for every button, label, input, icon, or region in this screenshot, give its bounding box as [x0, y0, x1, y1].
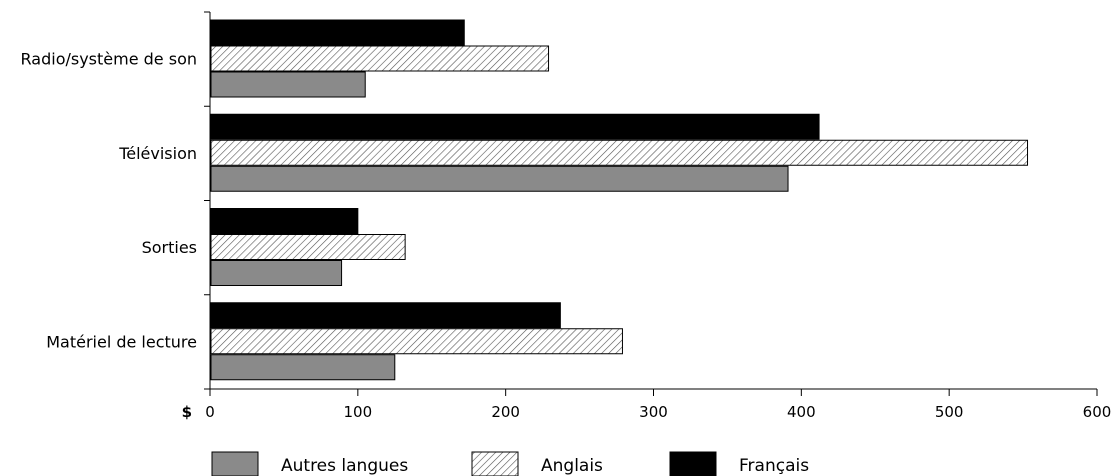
bar-autres-langues: [210, 71, 366, 98]
bar-anglais: [210, 234, 406, 260]
legend-label: Autres langues: [281, 456, 408, 476]
bar-anglais: [210, 139, 1029, 166]
bars: [210, 19, 1029, 381]
legend-swatch: [211, 451, 259, 476]
x-tick-label: 100: [344, 403, 373, 421]
category-label: Radio/système de son: [21, 50, 197, 69]
legend-swatch: [471, 451, 519, 476]
bar-français: [210, 19, 465, 46]
x-tick-label: 400: [787, 403, 816, 421]
category-label: Télévision: [118, 144, 197, 163]
category-label: Matériel de lecture: [46, 332, 197, 351]
x-tick-label: 0: [205, 403, 215, 421]
legend: Autres langues Anglais Français: [211, 451, 809, 476]
x-tick-label: 600: [1083, 403, 1111, 421]
bar-autres-langues: [210, 260, 343, 286]
bar-autres-langues: [210, 354, 396, 381]
bar-français: [210, 302, 561, 329]
bar-anglais: [210, 45, 550, 72]
x-axis-label: $: [182, 403, 192, 421]
labels: 0 100 200 300 400 500 600 $ Radio/système de son…: [21, 50, 1111, 422]
legend-label: Anglais: [541, 456, 603, 476]
axes: [204, 11, 1098, 396]
bar-français: [210, 113, 820, 140]
legend-swatch: [669, 451, 717, 476]
x-tick-label: 200: [491, 403, 520, 421]
bar-anglais: [210, 328, 623, 355]
legend-label: Français: [739, 456, 809, 476]
x-tick-label: 500: [935, 403, 964, 421]
bar-autres-langues: [210, 165, 789, 192]
x-tick-label: 300: [639, 403, 668, 421]
bar-français: [210, 208, 359, 234]
category-label: Sorties: [142, 238, 197, 257]
